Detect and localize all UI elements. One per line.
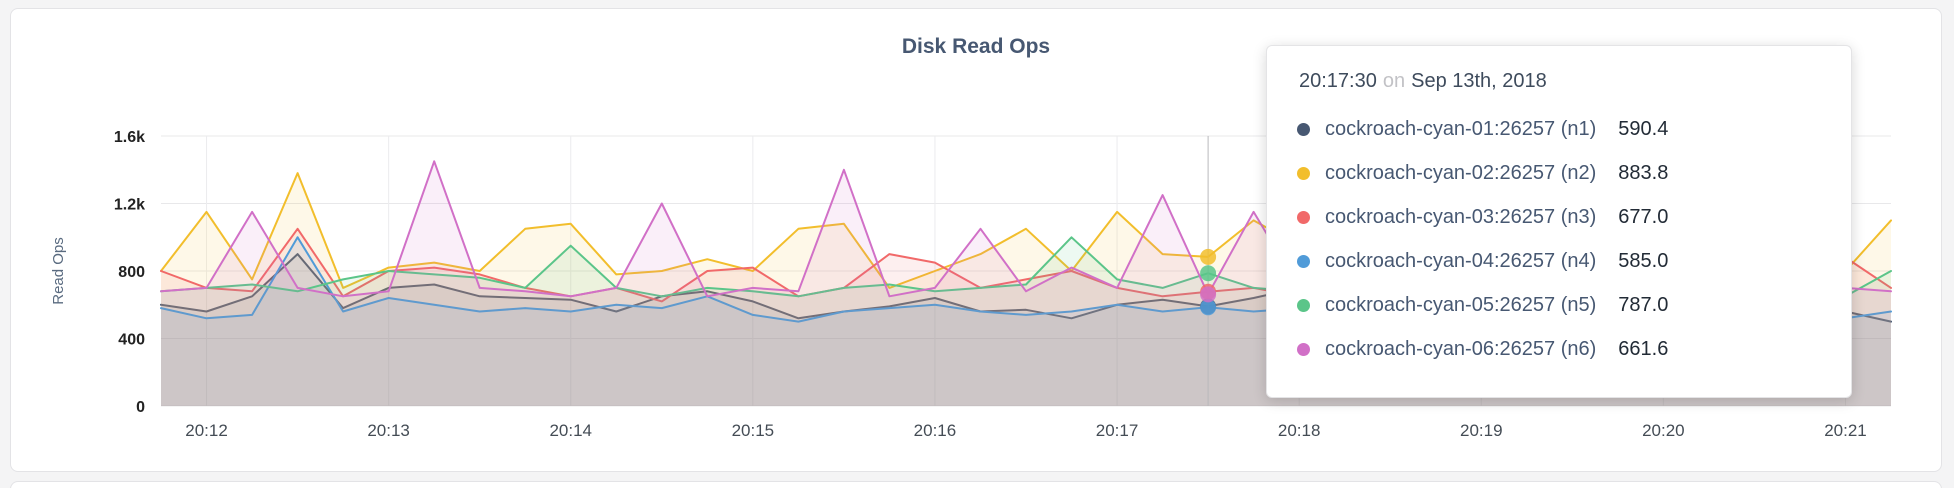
series-name: cockroach-cyan-02:26257 (n2) [1325, 161, 1597, 184]
next-panel-edge [10, 481, 1942, 488]
legend-row: cockroach-cyan-02:26257 (n2) 883.8 [1297, 151, 1821, 195]
svg-text:20:17: 20:17 [1096, 421, 1139, 440]
series-value: 787.0 [1618, 293, 1669, 316]
legend-row: cockroach-cyan-06:26257 (n6) 661.6 [1297, 327, 1821, 371]
svg-text:20:19: 20:19 [1460, 421, 1503, 440]
svg-text:1.2k: 1.2k [114, 197, 145, 214]
svg-text:20:20: 20:20 [1642, 421, 1685, 440]
series-name: cockroach-cyan-06:26257 (n6) [1325, 337, 1597, 360]
series-value: 590.4 [1618, 117, 1669, 140]
series-value: 585.0 [1618, 249, 1669, 272]
svg-text:0: 0 [136, 399, 145, 416]
tooltip-date: Sep 13th, 2018 [1411, 70, 1547, 92]
svg-text:20:12: 20:12 [185, 421, 228, 440]
y-axis-label: Read Ops [50, 237, 67, 305]
series-value: 883.8 [1618, 161, 1669, 184]
legend-row: cockroach-cyan-04:26257 (n4) 585.0 [1297, 239, 1821, 283]
series-name: cockroach-cyan-05:26257 (n5) [1325, 293, 1597, 316]
svg-text:400: 400 [118, 332, 145, 349]
series-color-dot [1297, 166, 1310, 180]
svg-text:20:18: 20:18 [1278, 421, 1321, 440]
series-color-dot [1297, 254, 1310, 268]
series-value: 677.0 [1618, 205, 1669, 228]
series-name: cockroach-cyan-04:26257 (n4) [1325, 249, 1597, 272]
svg-text:20:13: 20:13 [367, 421, 410, 440]
chart-card: Disk Read Ops Read Ops 0 400 800 1.2k 1.6k 20… [10, 8, 1942, 472]
legend-row: cockroach-cyan-05:26257 (n5) 787.0 [1297, 283, 1821, 327]
tooltip: 20:17:30 on Sep 13th, 2018 cockroach-cyan-… [1266, 45, 1852, 398]
svg-text:1.6k: 1.6k [114, 129, 145, 146]
series-value: 661.6 [1618, 337, 1669, 360]
svg-text:20:16: 20:16 [914, 421, 957, 440]
svg-text:20:21: 20:21 [1824, 421, 1867, 440]
chart-title: Disk Read Ops [901, 35, 1051, 58]
series-color-dot [1297, 298, 1310, 312]
tooltip-title: 20:17:30 on Sep 13th, 2018 [1297, 70, 1821, 93]
tooltip-conjunction: on [1382, 70, 1406, 92]
tooltip-time: 20:17:30 [1299, 70, 1377, 92]
series-color-dot [1297, 210, 1310, 224]
series-name: cockroach-cyan-01:26257 (n1) [1325, 117, 1597, 140]
series-name: cockroach-cyan-03:26257 (n3) [1325, 205, 1597, 228]
legend-row: cockroach-cyan-01:26257 (n1) 590.4 [1297, 107, 1821, 151]
series-color-dot [1297, 122, 1310, 136]
svg-text:20:14: 20:14 [549, 421, 592, 440]
svg-text:20:15: 20:15 [732, 421, 775, 440]
legend-row: cockroach-cyan-03:26257 (n3) 677.0 [1297, 195, 1821, 239]
series-color-dot [1297, 342, 1310, 356]
svg-text:800: 800 [118, 264, 145, 281]
